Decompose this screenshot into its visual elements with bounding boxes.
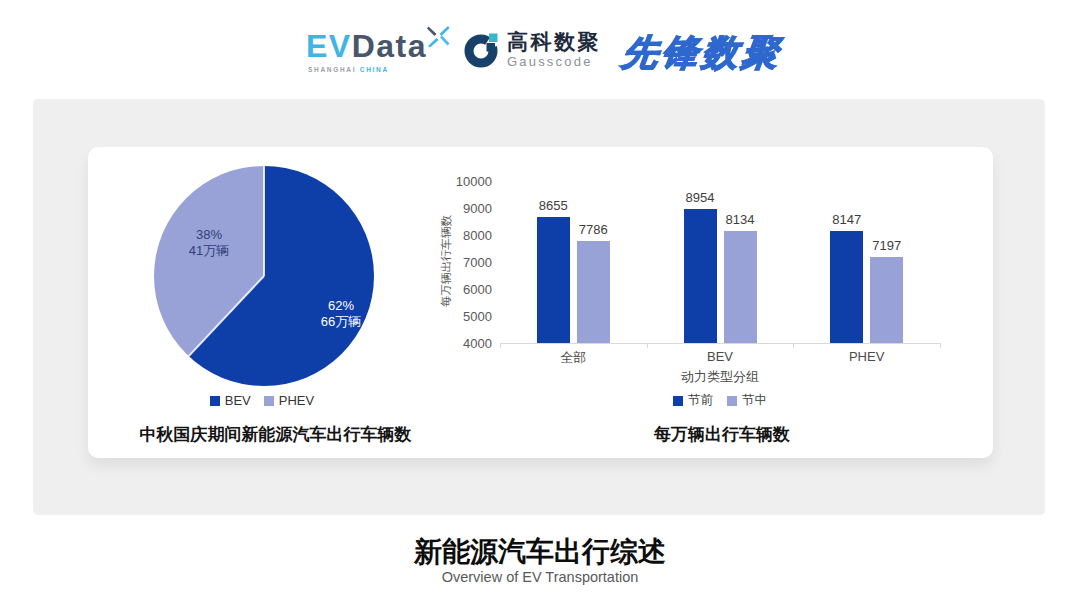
gray-panel: 38% 41万辆 62% 66万辆 BEV PHEV 中秋国庆期间新能源汽车出行… bbox=[33, 99, 1045, 515]
bar-x-axis-tick bbox=[647, 343, 648, 348]
bar-BEV-节中 bbox=[724, 231, 757, 343]
bar-chart: 每万辆出行车辆数 动力类型分组 节前 节中 每万辆出行车辆数 400050006… bbox=[88, 147, 993, 458]
evdata-x-icon bbox=[426, 24, 450, 48]
bar-value-label: 8134 bbox=[710, 212, 770, 227]
bar-x-axis-label: 动力类型分组 bbox=[640, 368, 800, 386]
evdata-shanghai-text: SHANGHAI bbox=[308, 66, 356, 73]
bar-value-label: 8954 bbox=[670, 190, 730, 205]
gausscode-text: 高科数聚 Gausscode bbox=[507, 31, 601, 69]
bar-legend-mid-label: 节中 bbox=[742, 392, 767, 409]
bar-y-tick-label: 4000 bbox=[428, 336, 492, 351]
bar-value-label: 8147 bbox=[817, 212, 877, 227]
bar-PHEV-节中 bbox=[870, 257, 903, 343]
gausscode-cn-text: 高科数聚 bbox=[507, 31, 601, 53]
bar-y-tick-label: 6000 bbox=[428, 282, 492, 297]
bar-y-tick-label: 7000 bbox=[428, 255, 492, 270]
bar-y-tick-label: 9000 bbox=[428, 201, 492, 216]
evdata-wordmark: EVData bbox=[306, 30, 427, 62]
mid-swatch bbox=[727, 396, 737, 406]
bar-category-label: 全部 bbox=[523, 349, 623, 367]
evdata-data-text: Data bbox=[352, 28, 427, 64]
chart-card: 38% 41万辆 62% 66万辆 BEV PHEV 中秋国庆期间新能源汽车出行… bbox=[88, 147, 993, 458]
footer-subtitle: Overview of EV Transportation bbox=[0, 569, 1080, 585]
bar-x-axis-tick bbox=[793, 343, 794, 348]
pre-swatch bbox=[673, 396, 683, 406]
bar-x-axis-tick bbox=[940, 343, 941, 348]
bar-全部-节中 bbox=[577, 241, 610, 343]
evdata-subtitle: SHANGHAI CHINA bbox=[308, 66, 427, 73]
evdata-logo: EVData SHANGHAI CHINA bbox=[306, 30, 427, 73]
evdata-ev-text: EV bbox=[306, 28, 352, 64]
bar-category-label: BEV bbox=[670, 349, 770, 364]
bar-value-label: 8655 bbox=[523, 198, 583, 213]
bar-BEV-节前 bbox=[684, 209, 717, 343]
bar-legend-item-pre: 节前 bbox=[673, 392, 713, 409]
xianfeng-logo: 先锋数聚 bbox=[619, 29, 785, 78]
bar-chart-title: 每万辆出行车辆数 bbox=[542, 423, 902, 446]
bar-y-tick-label: 5000 bbox=[428, 309, 492, 324]
page: EVData SHANGHAI CHINA 高科数聚 Gausscode 先锋数… bbox=[0, 0, 1080, 608]
gausscode-en-text: Gausscode bbox=[507, 54, 601, 69]
bar-category-label: PHEV bbox=[817, 349, 917, 364]
bar-legend: 节前 节中 bbox=[560, 392, 880, 409]
bar-value-label: 7786 bbox=[563, 222, 623, 237]
gausscode-logo: 高科数聚 Gausscode bbox=[464, 31, 601, 69]
bar-x-axis-line bbox=[500, 343, 940, 344]
bar-legend-item-mid: 节中 bbox=[727, 392, 767, 409]
bar-value-label: 7197 bbox=[857, 238, 917, 253]
bar-legend-pre-label: 节前 bbox=[688, 392, 713, 409]
bar-y-tick-label: 8000 bbox=[428, 228, 492, 243]
bar-y-tick-label: 10000 bbox=[428, 174, 492, 189]
footer-title: 新能源汽车出行综述 bbox=[0, 533, 1080, 571]
gausscode-icon bbox=[464, 32, 500, 68]
evdata-china-text: CHINA bbox=[360, 66, 389, 73]
bar-x-axis-tick bbox=[500, 343, 501, 348]
